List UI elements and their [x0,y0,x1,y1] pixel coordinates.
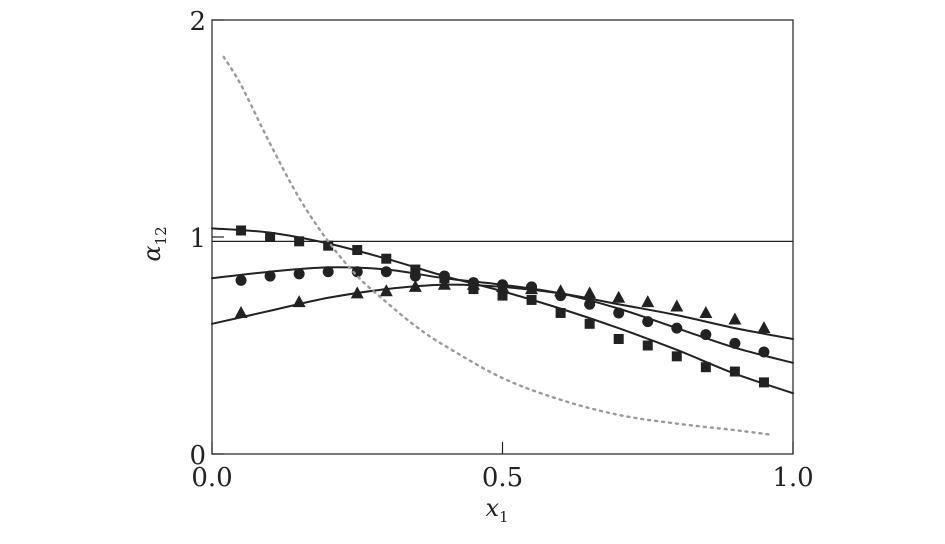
square-point [613,333,624,344]
triangle-point [757,321,771,334]
triangle-point [670,299,684,312]
y-tick-label: 0 [189,441,206,471]
circle-point [671,322,683,334]
circle-point [642,316,654,328]
square-point [671,351,682,362]
circle-point [613,307,625,319]
triangle-point [612,290,626,303]
circle-point [729,337,741,349]
square-point [236,225,247,236]
circle-point [584,298,596,310]
square-point [758,377,769,388]
square-point [555,307,566,318]
circle-point [758,346,770,358]
y-axis-label: α12 [138,226,170,261]
square-point [700,362,711,373]
circle-point [322,266,334,278]
square-point [265,232,276,242]
series-layer [211,55,794,436]
square-point [584,318,595,329]
triangle-point [437,277,451,290]
triangle-point [292,295,306,308]
x-tick-label: 0.5 [482,463,523,493]
triangle-point [466,277,480,290]
series-2 [211,277,794,340]
square-point [323,240,334,251]
circle-point [380,266,392,278]
triangle-point [554,284,568,297]
dotted-curve [222,55,771,436]
x-tick-label: 1.0 [772,463,813,493]
y-tick-label: 1 [189,224,206,254]
triangle-point [234,305,248,318]
triangle-point [728,312,742,325]
circle-point [438,270,450,282]
square-point [497,290,508,301]
square-point [381,253,392,264]
square-point [294,236,305,247]
x-axis-label: x1 [485,494,508,526]
series-3 [222,55,771,436]
circle-point [235,274,247,286]
triangle-point [379,284,393,297]
axis-ticks: 0.0 0.5 1.0 0 1 2 [189,7,813,493]
square-point [642,340,653,351]
circle-point [264,270,276,282]
triangle-point [525,282,539,295]
triangle-point [496,279,509,292]
y-tick-label: 2 [189,7,206,37]
square-point [410,264,421,275]
x-tick-label: 0.0 [191,463,232,493]
circle-point [409,270,421,282]
square-point [729,366,740,377]
triangle-point [350,286,364,299]
square-point [352,245,363,256]
triangle-point [699,305,713,318]
triangle-point [408,279,422,292]
triangle-point [583,286,597,299]
triangle-point [641,295,655,308]
circle-point [700,329,712,341]
circle-point [293,268,305,280]
square-point [526,294,537,305]
